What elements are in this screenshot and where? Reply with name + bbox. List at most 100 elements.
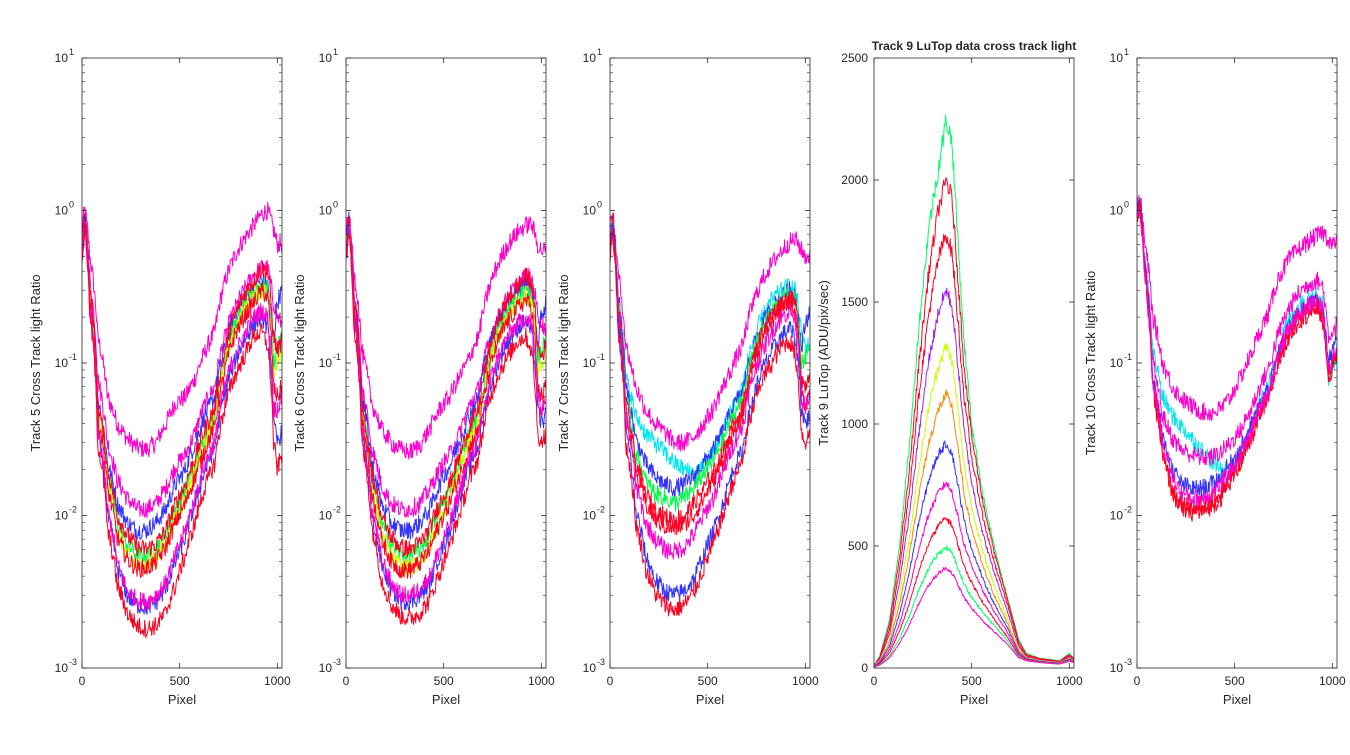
plot-area: [610, 58, 810, 668]
series-line: [82, 223, 282, 639]
y-axis-label: Track 7 Cross Track light Ratio: [556, 274, 571, 451]
y-axis-label: Track 9 LuTop (ADU/pix/sec): [816, 280, 831, 446]
x-tick-label: 500: [434, 674, 454, 688]
y-tick-label: 10: [55, 661, 69, 675]
y-tick-label: 10: [1110, 509, 1124, 523]
x-tick-label: 1000: [1056, 674, 1083, 688]
y-tick-label: 10: [55, 509, 69, 523]
series-line: [874, 566, 1074, 668]
x-tick-label: 500: [698, 674, 718, 688]
plot-area: [874, 58, 1074, 668]
series-line: [346, 216, 546, 558]
series-line: [346, 224, 546, 579]
y-tick-label: 1000: [841, 417, 868, 431]
series-line: [610, 222, 810, 602]
y-tick-label: 500: [848, 539, 868, 553]
y-tick-label: 10: [55, 356, 69, 370]
x-tick-label: 1000: [792, 674, 819, 688]
series-line: [82, 221, 282, 612]
series-line: [346, 225, 546, 604]
y-tick-exponent: -3: [333, 657, 341, 667]
y-tick-exponent: 1: [69, 47, 74, 57]
x-axis-label: Pixel: [1223, 692, 1251, 707]
chart-title: Track 9 LuTop data cross track light: [872, 39, 1077, 53]
y-tick-label: 2500: [841, 51, 868, 65]
y-tick-exponent: -3: [597, 657, 605, 667]
y-axis-label: Track 10 Cross Track light Ratio: [1083, 271, 1098, 455]
y-tick-label: 10: [1110, 204, 1124, 218]
series-line: [346, 216, 546, 460]
y-tick-exponent: 1: [597, 47, 602, 57]
y-tick-label: 10: [319, 204, 333, 218]
x-tick-label: 1000: [528, 674, 555, 688]
y-tick-exponent: -1: [597, 352, 605, 362]
y-axis-label: Track 6 Cross Track light Ratio: [292, 274, 307, 451]
y-tick-exponent: -2: [69, 505, 77, 515]
series-group: [874, 114, 1074, 668]
y-tick-exponent: -3: [69, 657, 77, 667]
y-tick-exponent: -3: [1124, 657, 1132, 667]
y-tick-label: 10: [319, 51, 333, 65]
y-tick-label: 10: [319, 661, 333, 675]
series-line: [82, 218, 282, 557]
x-axis-label: Pixel: [960, 692, 988, 707]
series-line: [874, 177, 1074, 666]
x-tick-label: 0: [343, 674, 350, 688]
y-tick-label: 10: [319, 356, 333, 370]
y-tick-exponent: 1: [333, 47, 338, 57]
series-group: [82, 201, 282, 639]
y-tick-label: 10: [55, 51, 69, 65]
y-tick-label: 10: [583, 356, 597, 370]
y-tick-exponent: 0: [333, 200, 338, 210]
y-tick-label: 10: [55, 204, 69, 218]
series-line: [82, 211, 282, 519]
y-tick-label: 10: [583, 509, 597, 523]
plot-area: [346, 58, 546, 668]
y-tick-exponent: -1: [333, 352, 341, 362]
y-tick-label: 10: [583, 204, 597, 218]
x-tick-label: 1000: [1319, 674, 1346, 688]
series-line: [1137, 209, 1337, 522]
x-axis-label: Pixel: [432, 692, 460, 707]
series-line: [874, 233, 1074, 666]
series-line: [610, 212, 810, 452]
y-tick-label: 10: [583, 661, 597, 675]
y-tick-label: 0: [861, 661, 868, 675]
series-line: [610, 228, 810, 617]
panel-track-9: 0 500 1000 0 500 1000 1500 2000 2500 Pixel Track 9…: [816, 39, 1083, 707]
x-axis-label: Pixel: [696, 692, 724, 707]
x-axis-label: Pixel: [168, 692, 196, 707]
x-tick-label: 0: [607, 674, 614, 688]
y-tick-label: 1500: [841, 295, 868, 309]
x-tick-label: 500: [1225, 674, 1245, 688]
y-tick-exponent: 0: [69, 200, 74, 210]
y-tick-label: 10: [1110, 51, 1124, 65]
plot-area: [1137, 58, 1337, 668]
y-axis-label: Track 5 Cross Track light Ratio: [28, 274, 43, 451]
series-line: [82, 201, 282, 458]
y-tick-exponent: 1: [1124, 47, 1129, 57]
y-tick-label: 10: [319, 509, 333, 523]
series-group: [346, 211, 546, 626]
series-line: [346, 217, 546, 518]
series-line: [610, 219, 810, 482]
y-tick-label: 10: [1110, 661, 1124, 675]
y-tick-exponent: 0: [597, 200, 602, 210]
series-line: [82, 214, 282, 578]
series-line: [610, 220, 810, 536]
x-tick-label: 1000: [264, 674, 291, 688]
y-tick-label: 10: [583, 51, 597, 65]
x-tick-label: 0: [871, 674, 878, 688]
x-tick-label: 0: [1134, 674, 1141, 688]
y-tick-exponent: -1: [1124, 352, 1132, 362]
y-tick-exponent: -2: [1124, 505, 1132, 515]
y-tick-exponent: -2: [333, 505, 341, 515]
y-tick-label: 2000: [841, 173, 868, 187]
series-line: [1137, 194, 1337, 421]
